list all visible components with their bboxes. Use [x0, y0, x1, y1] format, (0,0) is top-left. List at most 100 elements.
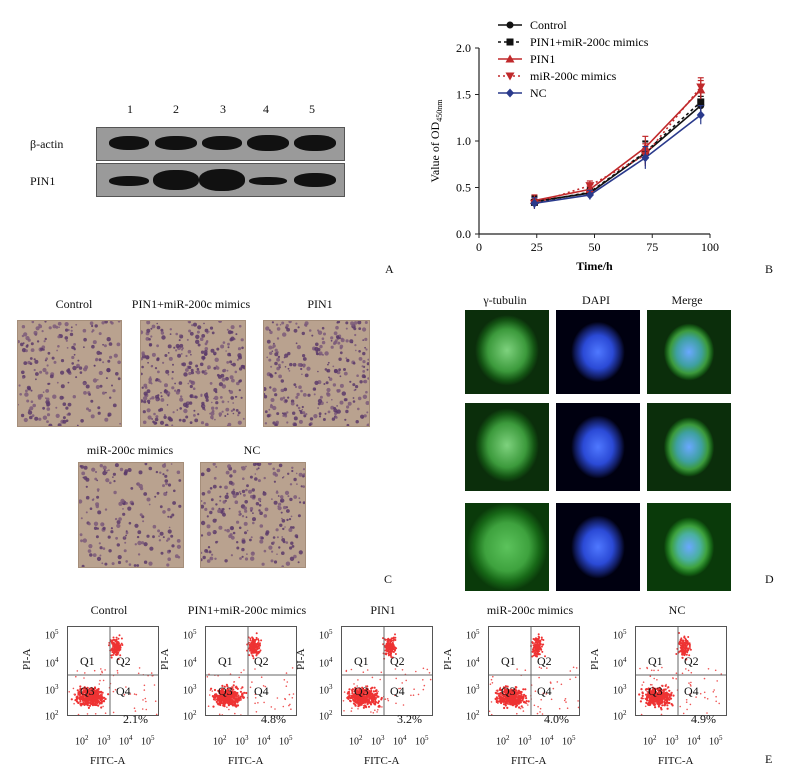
y-axis-label: PI-A [21, 648, 33, 670]
scatter-box [341, 626, 433, 716]
y-tick-label: 1.5 [456, 88, 471, 102]
micro-title: PIN1 [307, 297, 333, 311]
y-tick-label: 105 [613, 628, 627, 642]
micrograph-pin1 [263, 320, 370, 427]
x-axis-label: Time/h [576, 259, 613, 273]
quadrant-label: Q4 [254, 684, 269, 698]
x-tick-label: 105 [709, 734, 723, 748]
band [294, 135, 336, 151]
y-tick-label: 102 [183, 709, 197, 723]
y-tick-label: 103 [183, 683, 197, 697]
data-point [641, 153, 650, 163]
y-tick-label: 105 [319, 628, 333, 642]
band [249, 177, 287, 185]
x-tick-label: 103 [235, 734, 249, 748]
legend-marker [506, 38, 514, 46]
blot-pin1 [96, 163, 345, 197]
scatter-points [342, 627, 432, 715]
apoptosis-percent: 4.9% [691, 712, 716, 726]
fluorescence-blue-row2 [556, 403, 640, 491]
quadrant-label: Q2 [254, 654, 269, 668]
x-tick-label: 102 [213, 734, 227, 748]
legend-label: PIN1 [530, 52, 555, 66]
column-label: γ-tubulin [483, 293, 527, 307]
quadrant-label: Q4 [684, 684, 699, 698]
y-axis-label: Value of OD450nm [428, 99, 444, 183]
lane-label: 3 [220, 102, 226, 116]
scatter-points [636, 627, 726, 716]
apoptosis-percent: 4.0% [544, 712, 569, 726]
data-point [696, 110, 705, 120]
cell-texture [141, 321, 245, 426]
band [199, 169, 245, 191]
column-label: Merge [671, 293, 703, 307]
apoptosis-percent: 2.1% [123, 712, 148, 726]
series-line [534, 105, 702, 203]
micrograph-nc [200, 462, 306, 568]
series-line [534, 114, 702, 205]
y-tick-label: 103 [319, 683, 333, 697]
micrograph-control [17, 320, 122, 427]
x-tick-label: 102 [496, 734, 510, 748]
x-axis-label: FITC-A [658, 755, 694, 767]
x-tick-label: 103 [518, 734, 532, 748]
y-tick-label: 102 [319, 709, 333, 723]
x-tick-label: 25 [531, 240, 543, 254]
cell-texture [264, 321, 369, 426]
scatter-box [67, 626, 159, 716]
lane-label: 2 [173, 102, 179, 116]
y-tick-label: 105 [45, 628, 59, 642]
panel-letter-b: B [765, 262, 774, 276]
quadrant-label: Q2 [116, 654, 131, 668]
x-tick-label: 102 [75, 734, 89, 748]
y-tick-label: 103 [45, 683, 59, 697]
y-tick-label: 104 [613, 656, 627, 670]
legend-marker [506, 88, 514, 98]
quadrant-label: Q3 [218, 684, 233, 698]
y-axis-label: PI-A [589, 648, 601, 670]
scatter-points [68, 627, 158, 716]
legend-label: PIN1+miR-200c mimics [530, 35, 649, 49]
scatter-points [488, 627, 580, 716]
data-point [697, 98, 705, 106]
flow-title: Control [90, 603, 128, 617]
x-axis-label: FITC-A [511, 755, 547, 767]
micro-title: PIN1+miR-200c mimics [131, 297, 251, 311]
y-tick-label: 1.0 [456, 134, 471, 148]
x-tick-label: 0 [476, 240, 482, 254]
legend-label: Control [530, 18, 567, 32]
y-tick-label: 104 [183, 656, 197, 670]
y-tick-label: 105 [466, 628, 480, 642]
cell-texture [201, 463, 305, 567]
y-tick-label: 2.0 [456, 41, 471, 55]
quadrant-label: Q3 [648, 684, 663, 698]
row-label-actin: β-actin [30, 137, 64, 151]
x-tick-label: 75 [646, 240, 658, 254]
fluorescence-merge-row3 [647, 503, 731, 591]
y-axis-label: PI-A [442, 648, 454, 670]
panel-letter-c: C [384, 572, 393, 586]
x-tick-label: 105 [141, 734, 155, 748]
apoptosis-percent: 4.8% [261, 712, 286, 726]
y-axis-label: PI-A [159, 648, 171, 670]
apoptosis-percent: 3.2% [397, 712, 422, 726]
data-point [696, 83, 706, 92]
band [109, 176, 149, 186]
legend-marker [505, 54, 515, 63]
data-point [585, 190, 594, 200]
quadrant-label: Q1 [648, 654, 663, 668]
legend-marker [506, 21, 514, 29]
cell-texture [18, 321, 121, 426]
quadrant-label: Q1 [80, 654, 95, 668]
series-line [534, 101, 702, 204]
x-axis-label: FITC-A [364, 755, 400, 767]
series-line [534, 86, 702, 205]
flow-title: PIN1+miR-200c mimics [187, 603, 307, 617]
x-tick-label: 102 [643, 734, 657, 748]
x-tick-label: 103 [371, 734, 385, 748]
micro-title: miR-200c mimics [86, 443, 174, 457]
fluorescence-merge-row2 [647, 403, 731, 491]
x-tick-label: 104 [393, 734, 407, 748]
x-tick-label: 102 [349, 734, 363, 748]
scatter-box [488, 626, 580, 716]
